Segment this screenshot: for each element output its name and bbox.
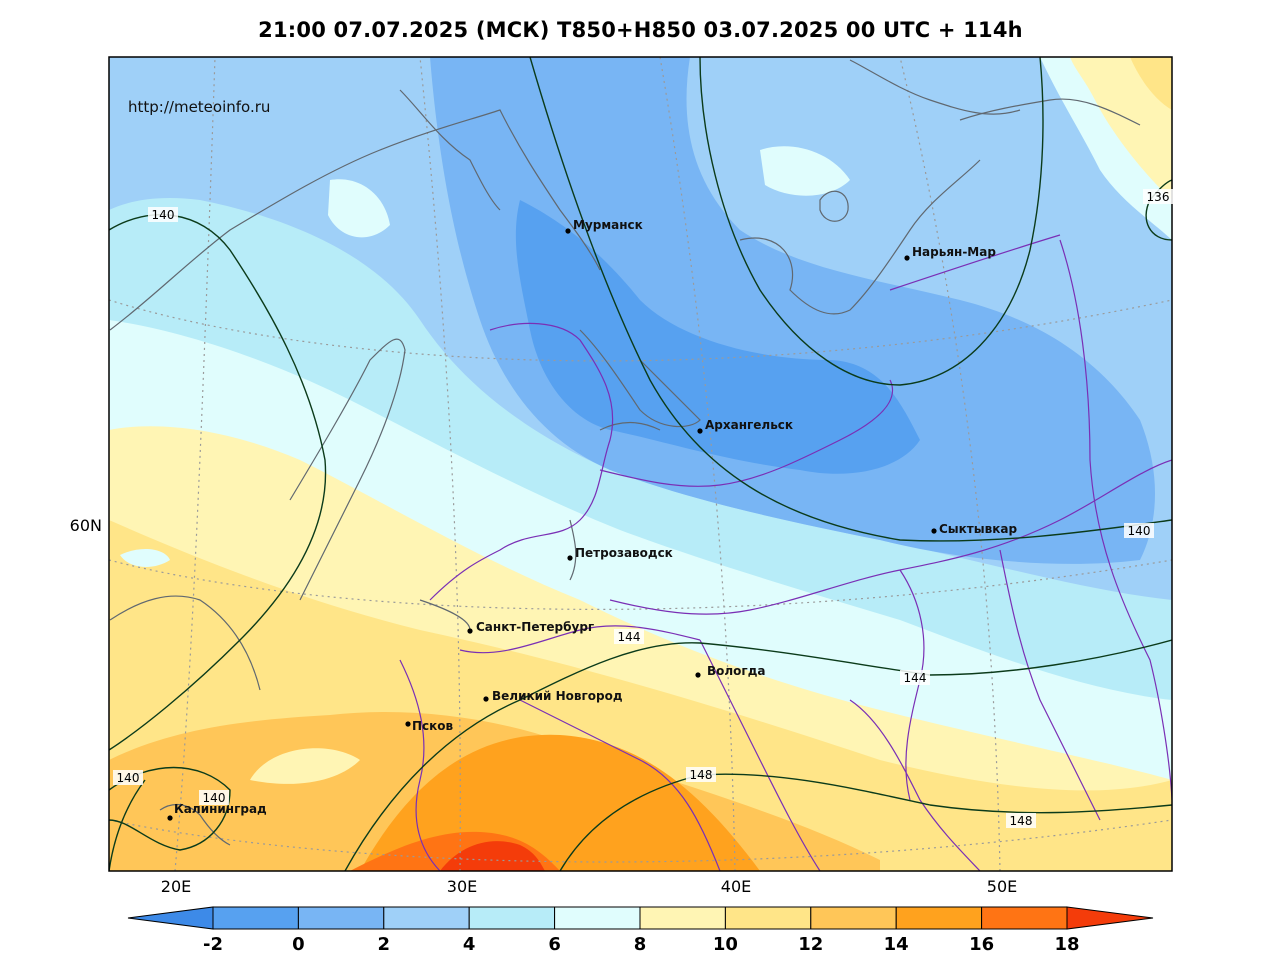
colorbar-tick-label: 6 [548,934,561,955]
colorbar-segment [724,906,812,930]
colorbar-tick-label: 18 [1054,934,1079,955]
lon-label: 50E [987,877,1017,896]
colorbar-segment [895,906,983,930]
isohypse-label: 144 [904,671,927,685]
axis-labels: 20E 30E 40E 50E 60N [70,516,1018,896]
label-backdrop [148,207,178,222]
city-label-syktyvkar: Сыктывкар [939,522,1017,536]
city-marker [904,255,910,261]
city-marker [697,428,703,434]
borders [399,234,1172,871]
graticule [109,57,1172,871]
colorbar-tick-label: 10 [713,934,738,955]
colorbar-segment [554,906,641,930]
colorbar-segment [297,906,385,930]
label-backdrop [1124,523,1154,538]
label-backdrop [113,770,143,785]
isohypse-label: 148 [690,768,713,782]
colorbar-tick-label: 14 [884,934,909,955]
city-label-kaliningrad: Калининград [174,802,267,816]
city-label-petrozavodsk: Петрозаводск [575,546,673,560]
colorbar-segment [639,906,726,930]
colorbar-tick-label: 8 [634,934,647,955]
colorbar-tick-label: 0 [292,934,305,955]
isohypse-label: 144 [618,630,641,644]
lon-label: 40E [721,877,751,896]
label-backdrop [199,790,229,805]
colorbar-tick-label: 12 [798,934,823,955]
city-label-vologda: Вологда [707,664,765,678]
colorbar-tick-label: 16 [969,934,994,955]
city-marker [695,672,701,678]
isohypse-label: 140 [152,208,175,222]
label-backdrop [900,670,930,685]
lat-label: 60N [70,516,102,535]
isohypse-label: 140 [203,791,226,805]
label-backdrop [614,629,644,644]
city-marker [405,721,411,727]
label-backdrop [1143,189,1173,204]
city-marker [167,815,173,821]
isohypse-contours [109,57,1172,871]
colorbar: -2 0 2 4 6 8 10 12 14 16 18 [127,906,1154,955]
colorbar-segment [383,906,470,930]
plot-frame [108,56,1173,872]
city-marker [483,696,489,702]
coastlines [109,59,1141,846]
city-marker [567,555,573,561]
city-marker [467,628,473,634]
colorbar-tick-label: 2 [378,934,391,955]
temperature-field [109,57,1172,871]
colorbar-segments [127,906,1154,930]
colorbar-tick-label: 4 [463,934,476,955]
colorbar-tick-label: -2 [203,934,223,955]
isohypse-label: 140 [117,771,140,785]
colorbar-segment [981,906,1068,930]
colorbar-arrow-high [1066,906,1154,930]
isohypse-label: 148 [1010,814,1033,828]
label-backdrop [1006,813,1036,828]
lon-label: 20E [161,877,191,896]
colorbar-segment [810,906,897,930]
city-label-saint-petersburg: Санкт-Петербург [476,620,594,634]
city-label-naryan-mar: Нарьян-Мар [912,245,996,259]
colorbar-labels: -2 0 2 4 6 8 10 12 14 16 18 [203,934,1080,955]
city-label-pskov: Псков [412,719,454,733]
isohypse-label: 140 [1128,524,1151,538]
source-url: http://meteoinfo.ru [128,98,270,116]
city-label-murmansk: Мурманск [573,218,643,232]
colorbar-segment [468,906,556,930]
city-label-arkhangelsk: Архангельск [705,418,793,432]
label-backdrop [686,767,716,782]
colorbar-segment [212,906,299,930]
isohypse-label: 136 [1147,190,1170,204]
lon-label: 30E [447,877,477,896]
cities: Мурманск Нарьян-Мар Архангельск Сыктывка… [167,218,1017,821]
city-marker [931,528,937,534]
colorbar-arrow-low [127,906,214,930]
isohypse-labels: 140 136 140 144 144 148 148 140 140 [113,189,1173,828]
map-title: 21:00 07.07.2025 (МСК) T850+H850 03.07.2… [258,18,1023,42]
city-marker [565,228,571,234]
city-label-veliky-novgorod: Великий Новгород [492,689,623,703]
